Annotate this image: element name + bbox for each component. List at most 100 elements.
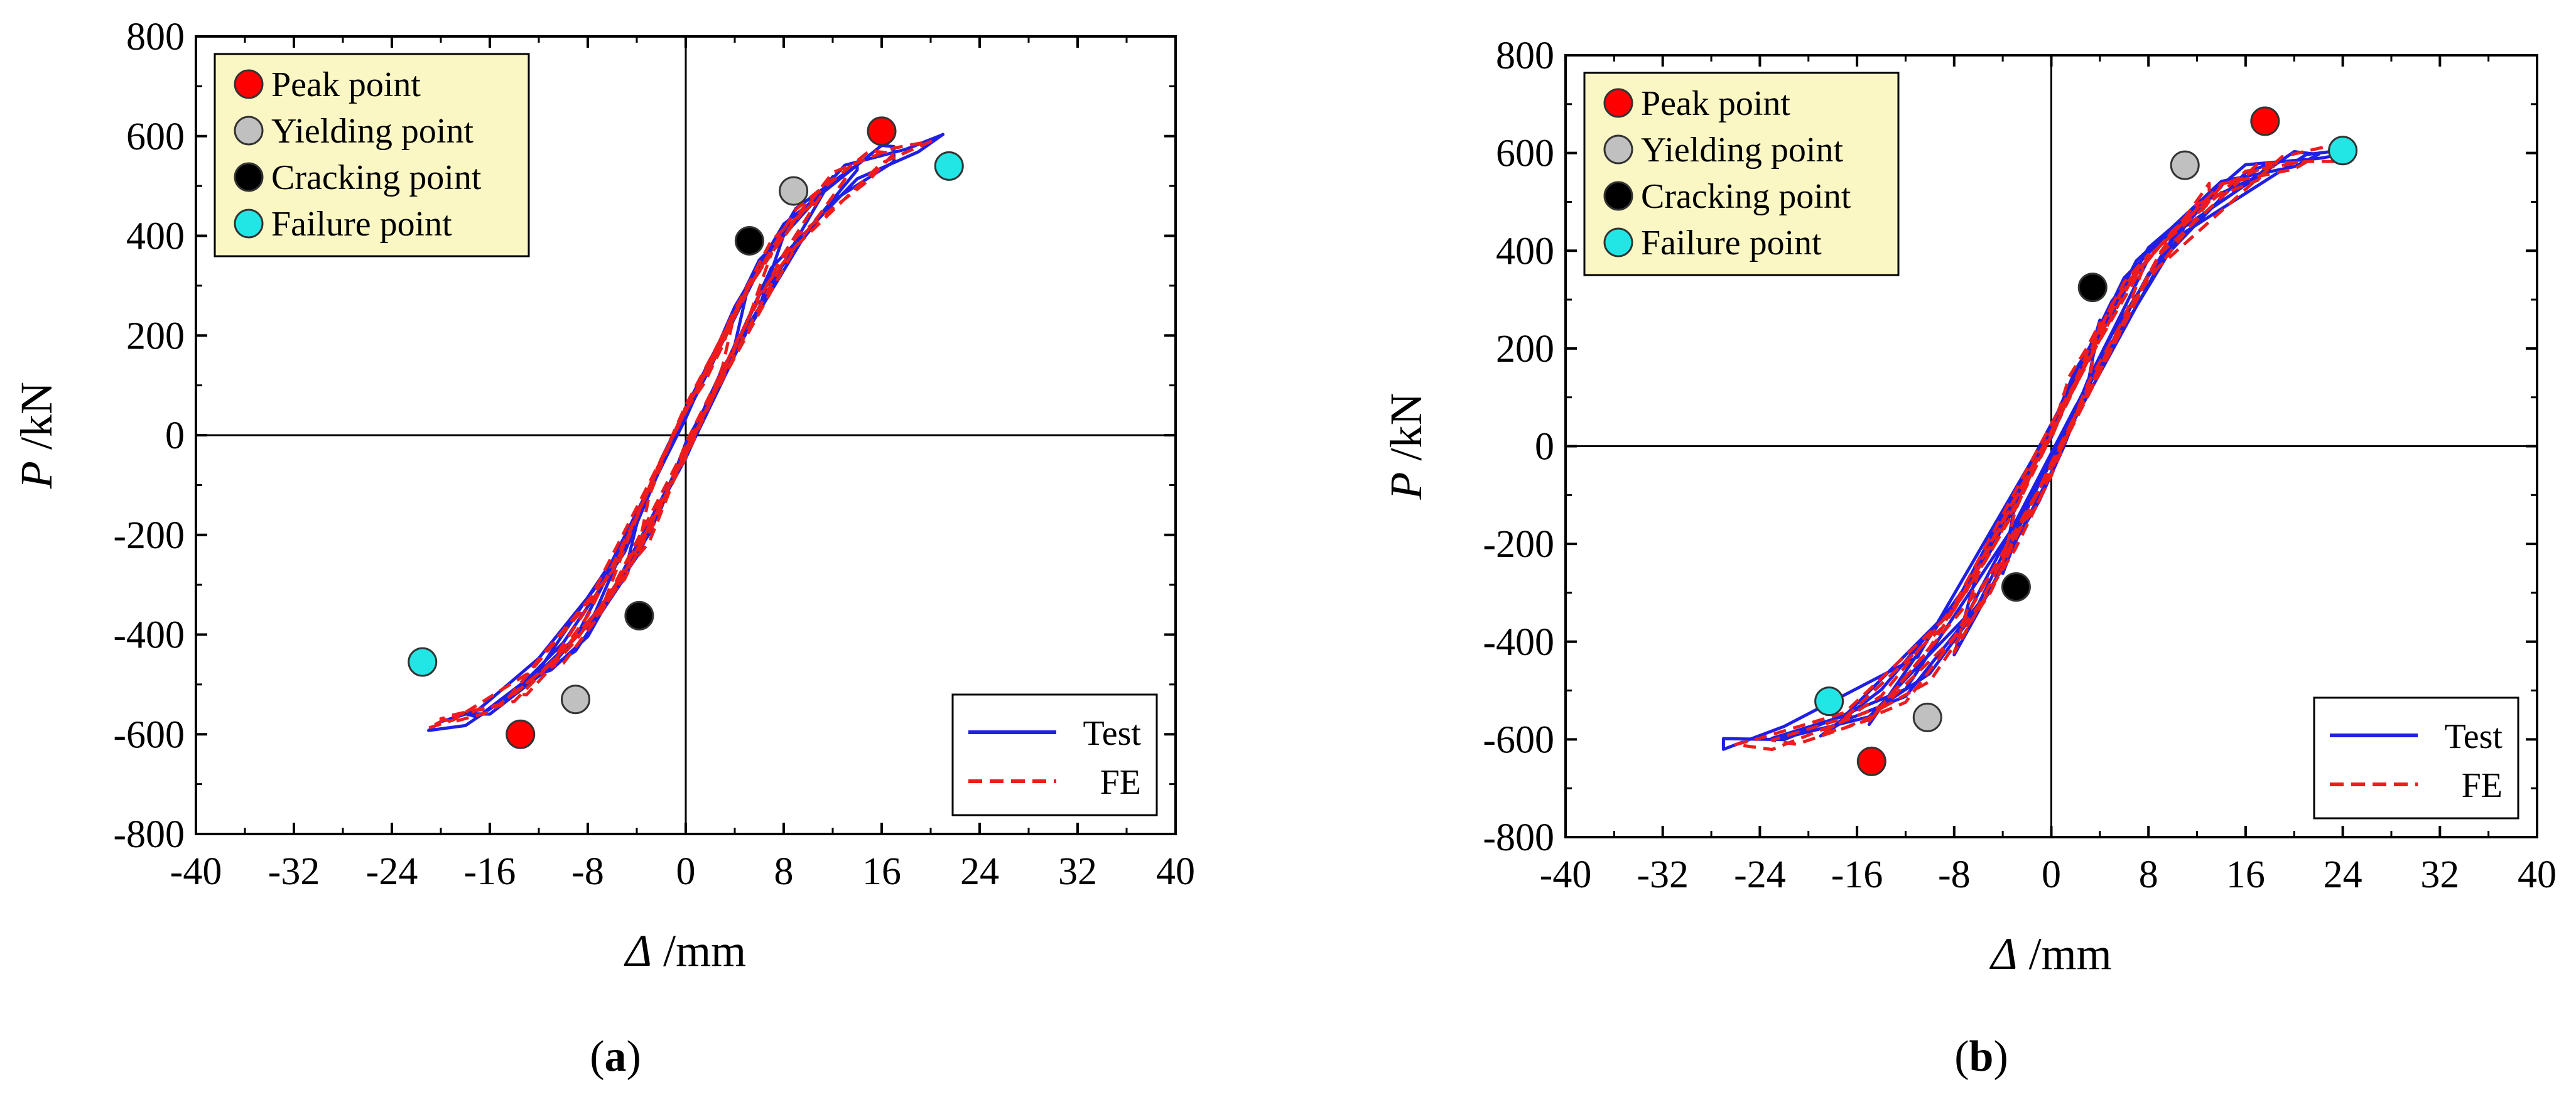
- x-axis-label-symbol: Δ: [624, 926, 652, 976]
- legend-point-label: Failure point: [271, 205, 452, 244]
- marker-cracking-point-negative: [624, 600, 654, 631]
- legend-marker-icon: [1603, 134, 1633, 165]
- x-tick-label: 32: [2420, 853, 2459, 896]
- marker-cracking-point-positive: [734, 225, 764, 256]
- y-tick-label: 400: [1496, 230, 1554, 273]
- legend-point-label: Cracking point: [271, 158, 482, 197]
- marker-yielding-point-negative: [1912, 702, 1942, 732]
- panel-caption: (a): [590, 1032, 641, 1081]
- caption-letter: a: [605, 1032, 627, 1081]
- y-tick-label: -800: [1483, 816, 1554, 859]
- x-axis-label-unit: /mm: [2018, 929, 2112, 979]
- y-tick-label: -400: [113, 614, 185, 657]
- legend-marker-icon: [234, 69, 264, 99]
- series-curve-fe: [1734, 141, 2345, 751]
- legend-lines-box: [951, 693, 1158, 816]
- x-tick-label: 8: [774, 850, 794, 893]
- x-tick-label: -16: [1831, 853, 1883, 896]
- chart-panel-b: -40 -32 -24 -16 -8 0 8 16 24 32 40 -800 -600 -400 -200…: [1381, 35, 2557, 1081]
- x-tick-label: -8: [571, 850, 604, 893]
- x-tick-label: -32: [1637, 853, 1689, 896]
- y-tick-label: 200: [126, 315, 185, 357]
- x-tick-label: 40: [2518, 853, 2557, 896]
- caption-letter: b: [1969, 1032, 1994, 1081]
- legend-point-label: Yielding point: [1641, 131, 1843, 170]
- marker-cracking-point-negative: [2001, 572, 2031, 602]
- y-tick-label: -200: [1483, 523, 1554, 566]
- legend-points-box: [1583, 72, 1900, 276]
- legend-line-label: Test: [1083, 714, 1141, 753]
- y-tick-label: 600: [1496, 133, 1554, 175]
- legend-marker-icon: [234, 116, 264, 146]
- legend-marker-icon: [1603, 88, 1633, 118]
- y-tick-label: -200: [113, 514, 185, 557]
- x-tick-label: -8: [1938, 853, 1971, 896]
- x-tick-label: 40: [1156, 850, 1195, 893]
- legend-line-label: Test: [2444, 717, 2503, 756]
- marker-yielding-point-positive: [2170, 150, 2200, 180]
- x-tick-label: -32: [268, 850, 320, 893]
- y-tick-label: 0: [165, 414, 185, 457]
- legend-line-label: FE: [1100, 763, 1141, 802]
- legend-points-box: [214, 53, 530, 257]
- y-axis-label-symbol: P: [11, 461, 62, 489]
- y-axis-label: P /kN: [1381, 393, 1431, 501]
- legend-marker-icon: [1603, 181, 1633, 211]
- legend-marker-icon: [234, 208, 264, 239]
- y-axis-label: P /kN: [11, 382, 62, 489]
- legend-point-label: Yielding point: [271, 112, 474, 151]
- legend-point-label: Failure point: [1641, 224, 1822, 263]
- legend-marker-icon: [1603, 227, 1633, 257]
- x-axis-label: Δ /mm: [1989, 929, 2111, 979]
- caption-close: ): [627, 1032, 641, 1081]
- caption-close: ): [1993, 1032, 2008, 1081]
- caption-open: (: [1954, 1032, 1969, 1081]
- x-axis-label: Δ /mm: [624, 926, 746, 976]
- marker-failure-point-positive: [2328, 136, 2358, 166]
- marker-yielding-point-positive: [779, 176, 809, 206]
- x-tick-label: 24: [2324, 853, 2362, 896]
- series-curve-fe: [427, 139, 933, 730]
- y-axis-label-symbol: P: [1381, 472, 1431, 501]
- y-tick-label: 400: [126, 215, 185, 258]
- x-tick-label: 0: [2042, 853, 2061, 896]
- marker-yielding-point-negative: [561, 685, 590, 715]
- legend-lines-box: [2313, 696, 2519, 820]
- marker-failure-point-positive: [934, 151, 964, 181]
- y-tick-label: -600: [1483, 718, 1554, 761]
- y-axis-label-unit: /kN: [11, 382, 62, 461]
- chart-panel-a: -40 -32 -24 -16 -8 0 8 16 24 32 40 -800 -600 -400 -200…: [11, 16, 1195, 1081]
- x-tick-label: 0: [676, 850, 696, 893]
- y-tick-label: 0: [1535, 426, 1554, 468]
- legend-point-label: Cracking point: [1641, 177, 1851, 216]
- x-tick-label: -40: [170, 850, 222, 893]
- x-tick-label: 16: [862, 850, 901, 893]
- legend-point-label: Peak point: [271, 65, 421, 104]
- legend-marker-icon: [234, 162, 264, 192]
- x-axis-label-symbol: Δ: [1989, 929, 2017, 979]
- x-tick-label: -24: [366, 850, 418, 893]
- y-tick-label: 200: [1496, 328, 1554, 371]
- y-tick-label: 600: [126, 116, 185, 158]
- legend-line-label: FE: [2462, 766, 2503, 805]
- y-tick-label: -800: [113, 813, 185, 856]
- marker-peak-point-negative: [1856, 746, 1886, 776]
- y-tick-label: -400: [1483, 621, 1554, 664]
- x-tick-label: -40: [1540, 853, 1592, 896]
- x-tick-label: 32: [1058, 850, 1097, 893]
- x-axis-label-unit: /mm: [652, 926, 746, 976]
- y-tick-label: -600: [113, 713, 185, 756]
- marker-peak-point-negative: [506, 719, 536, 749]
- caption-open: (: [590, 1032, 604, 1081]
- y-tick-label: 800: [126, 16, 185, 58]
- x-tick-label: -16: [464, 850, 516, 893]
- marker-failure-point-negative: [1814, 686, 1844, 717]
- y-axis-label-unit: /kN: [1381, 393, 1431, 472]
- legend-point-label: Peak point: [1641, 84, 1790, 123]
- x-tick-label: 16: [2226, 853, 2265, 896]
- panel-caption: (b): [1954, 1032, 2008, 1081]
- marker-peak-point-positive: [867, 116, 897, 146]
- x-tick-label: 24: [960, 850, 999, 893]
- y-tick-label: 800: [1496, 35, 1554, 77]
